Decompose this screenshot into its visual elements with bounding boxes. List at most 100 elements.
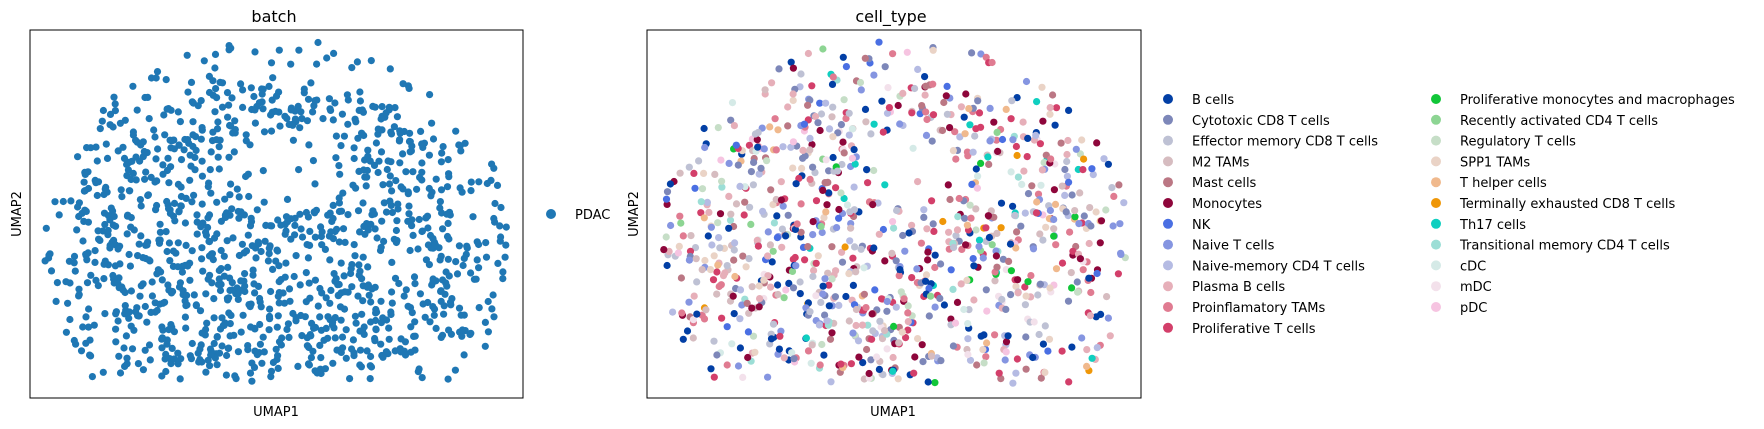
scatter-point-pdac [318,241,326,249]
scatter-point-monocytes [924,256,932,264]
scatter-point-naive-t-cells [1072,145,1080,153]
scatter-point-pdac [410,332,418,340]
scatter-point-pdac [374,125,382,133]
scatter-point-b-cells [931,251,939,259]
scatter-point-pdac [439,225,447,233]
scatter-point-proinflamatory-tams [1066,228,1074,236]
scatter-point-pdac [379,353,387,361]
scatter-point-naive-t-cells [1050,215,1058,224]
scatter-point-pdc [903,48,911,56]
scatter-point-nk [800,120,809,128]
scatter-point-proinflamatory-tams [700,315,709,323]
scatter-point-pdac [332,132,340,140]
scatter-point-proinflamatory-tams [676,212,684,220]
scatter-point-plasma-b-cells [756,295,764,303]
scatter-point-naive-memory-cd4-t-cells [920,206,928,214]
scatter-point-naive-memory-cd4-t-cells [827,378,835,386]
scatter-point-pdac [394,200,402,208]
scatter-point-pdac [309,347,317,355]
scatter-point-nk [662,195,671,203]
scatter-point-pdac [440,302,448,310]
scatter-point-pdac [436,204,444,212]
scatter-point-pdac [284,320,292,328]
scatter-point-pdac [184,262,192,270]
scatter-point-recently-activated-cd4-t-cells [788,267,797,275]
scatter-point-plasma-b-cells [719,272,728,280]
scatter-point-pdac [404,302,412,310]
scatter-point-mast-cells [743,299,751,307]
scatter-point-th17-cells [975,236,984,244]
scatter-point-mast-cells [1057,139,1065,147]
scatter-point-effector-memory-cd8-t-cells [817,298,825,306]
scatter-point-pdac [333,346,341,354]
scatter-point-proliferative-t-cells [837,360,845,368]
scatter-point-mast-cells [1022,365,1030,373]
scatter-point-b-cells [683,327,692,335]
scatter-point-mast-cells [863,345,871,354]
scatter-point-proinflamatory-tams [900,295,908,303]
scatter-point-pdac [174,108,182,116]
scatter-point-pdac [385,103,393,111]
scatter-point-regulatory-t-cells [904,302,912,310]
scatter-point-m2-tams [991,277,999,285]
scatter-point-naive-memory-cd4-t-cells [703,198,712,206]
scatter-point-naive-memory-cd4-t-cells [850,183,858,191]
scatter-point-pdac [120,154,129,162]
scatter-point-pdac [319,115,327,123]
scatter-point-plasma-b-cells [852,321,860,330]
scatter-point-mast-cells [993,263,1001,271]
scatter-point-cdc [860,264,868,272]
scatter-point-t-helper-cells [963,221,972,229]
scatter-point-effector-memory-cd8-t-cells [806,308,814,316]
scatter-point-pdac [121,302,129,310]
scatter-point-pdac [467,178,475,186]
scatter-point-pdac [329,116,337,124]
scatter-point-pdac [161,298,169,306]
scatter-point-b-cells [787,58,795,66]
scatter-point-pdac [459,261,467,270]
scatter-point-pdac [377,297,385,305]
scatter-point-pdac [183,51,191,59]
scatter-point-pdac [392,226,400,235]
scatter-point-pdac [416,290,424,298]
scatter-point-pdac [135,312,143,320]
scatter-point-plasma-b-cells [1063,150,1071,159]
scatter-point-pdac [216,78,224,86]
scatter-point-mast-cells [739,252,747,260]
scatter-point-pdac [152,155,160,163]
scatter-point-terminally-exhausted-cd8-t-cells [939,217,947,226]
scatter-point-pdac [259,105,267,113]
scatter-point-pdac [373,308,381,316]
scatter-point-mast-cells [804,101,812,109]
scatter-point-proliferative-t-cells [847,360,856,368]
scatter-point-m2-tams [852,268,860,276]
scatter-point-pdac [490,164,498,172]
scatter-point-pdac [411,280,419,288]
scatter-point-pdac [235,251,243,260]
scatter-point-pdac [252,254,260,262]
scatter-point-m2-tams [1067,269,1075,277]
scatter-point-effector-memory-cd8-t-cells [796,278,804,286]
scatter-point-spp1-tams [929,46,937,54]
scatter-point-b-cells [785,279,793,287]
scatter-point-pdac [209,91,217,99]
scatter-point-pdac [226,320,234,328]
scatter-point-pdac [305,279,313,287]
legend-label-effector-memory-cd8-t-cells: Effector memory CD8 T cells [1192,135,1378,150]
scatter-point-pdac [254,238,262,246]
scatter-point-naive-memory-cd4-t-cells [736,182,744,190]
scatter-point-pdac [251,48,259,56]
scatter-point-cdc [807,359,815,367]
scatter-point-recently-activated-cd4-t-cells [988,241,996,249]
scatter-point-pdac [234,348,242,356]
scatter-point-recently-activated-cd4-t-cells [819,45,827,53]
scatter-point-spp1-tams [1022,292,1030,300]
scatter-point-spp1-tams [914,335,922,343]
scatter-point-cytotoxic-cd8-t-cells [892,257,900,265]
scatter-point-recently-activated-cd4-t-cells [927,292,935,300]
scatter-point-nk [925,284,933,292]
scatter-point-pdac [250,92,258,101]
scatter-point-pdac [350,144,358,152]
scatter-point-pdac [382,348,390,356]
scatter-point-nk [879,225,888,234]
